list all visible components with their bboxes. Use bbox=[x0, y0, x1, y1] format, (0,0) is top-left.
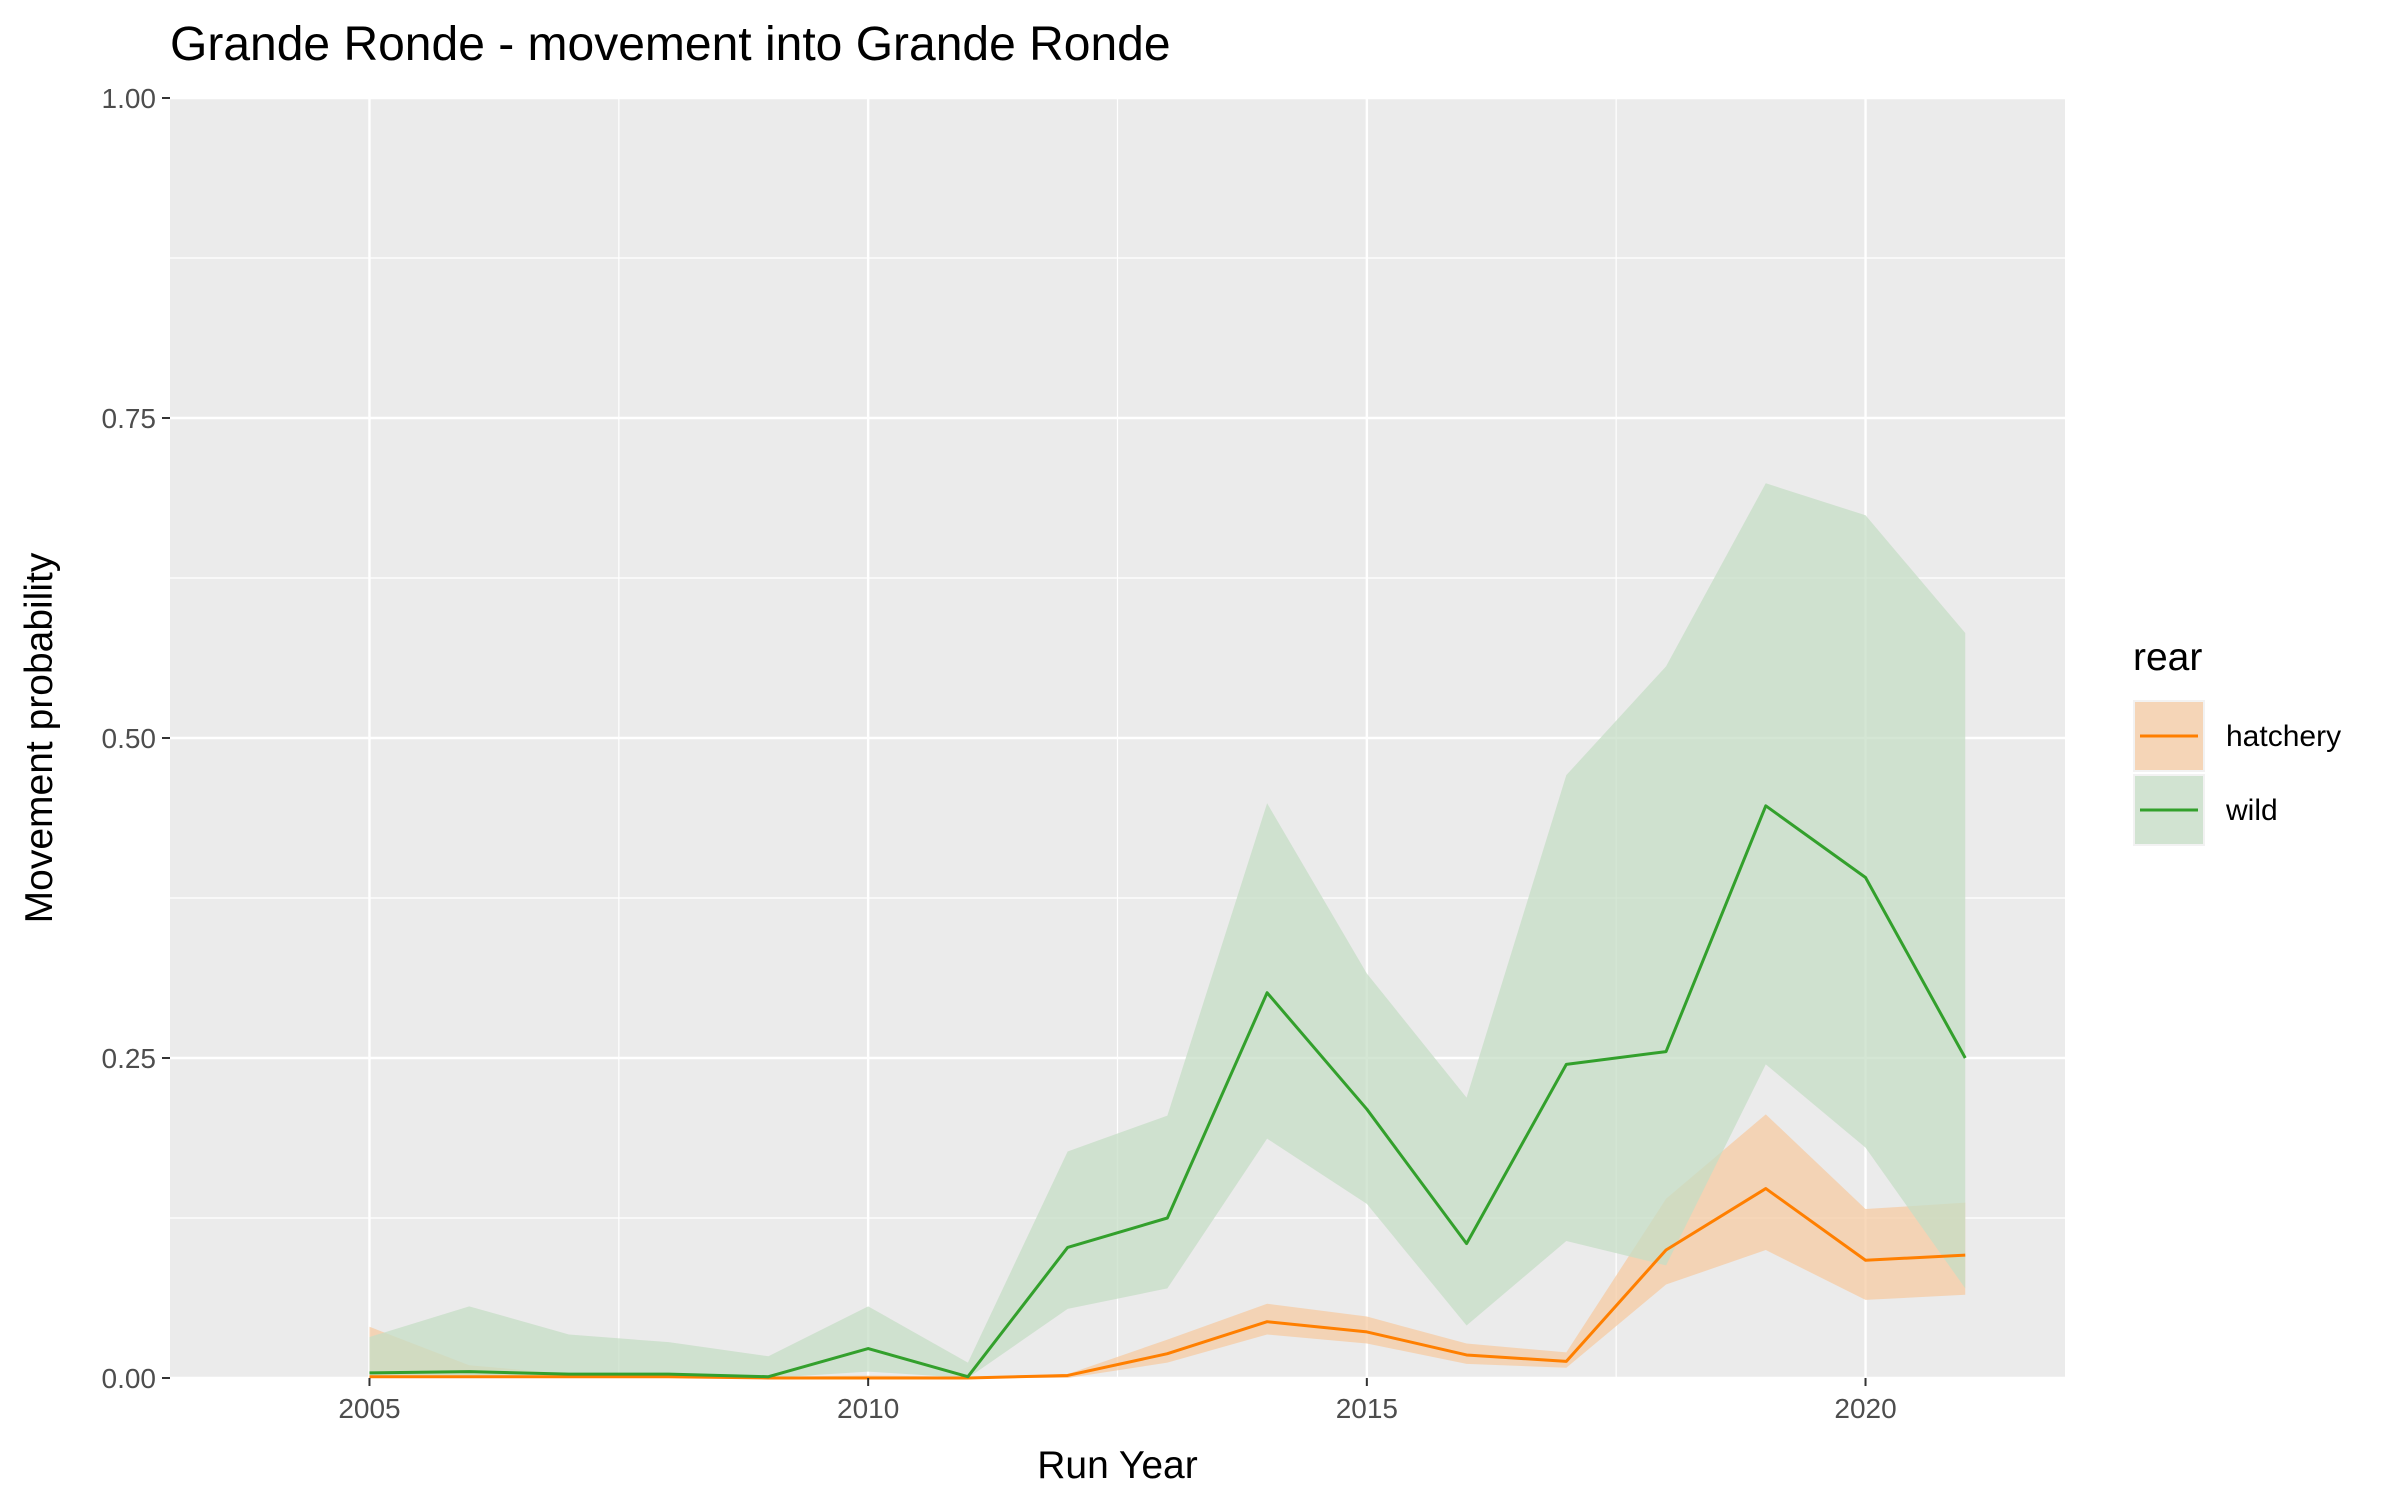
legend-label-hatchery: hatchery bbox=[2226, 720, 2341, 753]
y-tick-label: 0.50 bbox=[102, 723, 157, 754]
legend-title: rear bbox=[2133, 636, 2202, 679]
series-lines bbox=[369, 804, 1967, 1380]
x-tick-label: 2015 bbox=[1336, 1393, 1398, 1424]
wild-series-line bbox=[369, 804, 1967, 1379]
wild-confidence-ribbon bbox=[369, 483, 1966, 1378]
y-axis: 0.00 0.25 0.50 0.75 1.00 bbox=[102, 83, 170, 1394]
legend-key-wild bbox=[2133, 774, 2205, 846]
legend-items: hatchery wild bbox=[2133, 700, 2341, 846]
legend: rear hatchery wild bbox=[2133, 636, 2341, 846]
x-tick-label: 2010 bbox=[837, 1393, 899, 1424]
y-tick-label: 0.75 bbox=[102, 403, 157, 434]
y-tick-label: 1.00 bbox=[102, 83, 157, 114]
x-tick-label: 2020 bbox=[1834, 1393, 1896, 1424]
x-axis: 2005 2010 2015 2020 bbox=[338, 1378, 1897, 1424]
legend-key-hatchery bbox=[2133, 700, 2205, 772]
legend-label-wild: wild bbox=[2225, 794, 2278, 827]
y-tick-label: 0.25 bbox=[102, 1043, 157, 1074]
chart-title: Grande Ronde - movement into Grande Rond… bbox=[170, 18, 1171, 71]
x-tick-label: 2005 bbox=[338, 1393, 400, 1424]
y-tick-label: 0.00 bbox=[102, 1363, 157, 1394]
confidence-ribbons bbox=[369, 483, 1966, 1378]
y-axis-title: Movement probability bbox=[18, 552, 61, 923]
x-axis-title: Run Year bbox=[1037, 1444, 1197, 1487]
hatchery-series-line bbox=[369, 1187, 1966, 1380]
